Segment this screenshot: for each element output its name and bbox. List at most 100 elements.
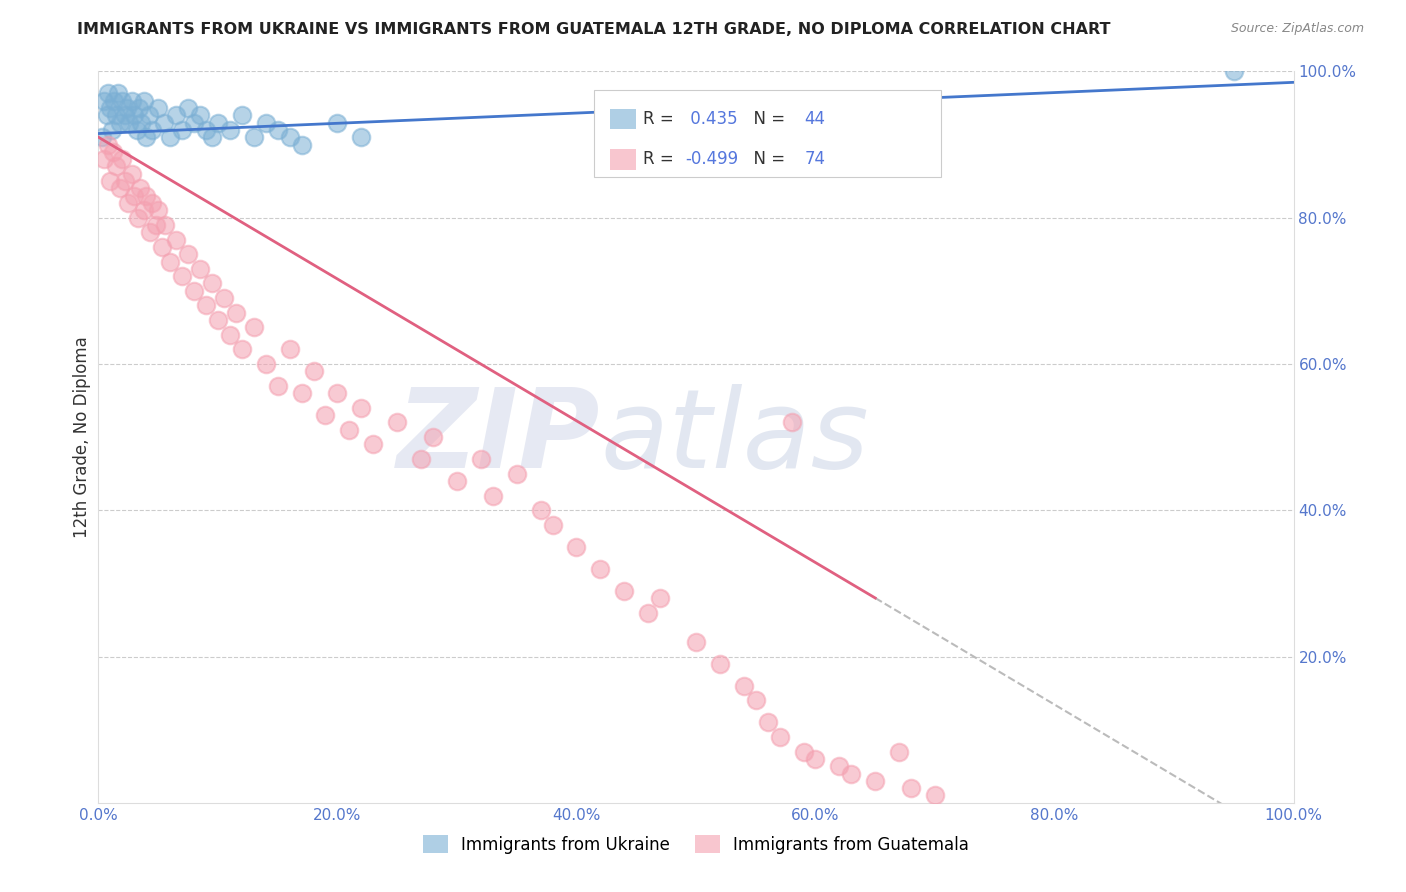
Point xyxy=(165,233,187,247)
Point xyxy=(138,108,160,122)
Point xyxy=(339,423,361,437)
Point xyxy=(769,730,792,744)
Point xyxy=(177,247,200,261)
Point xyxy=(132,203,155,218)
Point xyxy=(363,437,385,451)
Point xyxy=(195,298,218,312)
Point xyxy=(96,108,118,122)
Point xyxy=(139,225,162,239)
Point xyxy=(422,430,444,444)
Point xyxy=(231,108,253,122)
Point xyxy=(125,123,148,137)
Point xyxy=(350,401,373,415)
Point xyxy=(243,130,266,145)
Point xyxy=(201,130,224,145)
Bar xyxy=(610,109,637,129)
Text: -0.499: -0.499 xyxy=(685,150,738,169)
Text: Source: ZipAtlas.com: Source: ZipAtlas.com xyxy=(1230,22,1364,36)
Text: N =: N = xyxy=(742,110,790,128)
Point xyxy=(128,101,150,115)
Point xyxy=(148,101,170,115)
Point xyxy=(315,408,337,422)
Point xyxy=(97,87,120,101)
Point xyxy=(212,291,235,305)
Text: 74: 74 xyxy=(804,150,825,169)
Point xyxy=(159,254,181,268)
Point xyxy=(111,152,134,166)
Point xyxy=(267,123,290,137)
Point xyxy=(589,562,612,576)
Point xyxy=(135,188,157,202)
Point xyxy=(278,343,301,357)
Point xyxy=(482,489,505,503)
Point xyxy=(201,277,224,291)
Point xyxy=(565,540,588,554)
Text: R =: R = xyxy=(644,110,679,128)
Point xyxy=(231,343,253,357)
Point xyxy=(195,123,218,137)
Point xyxy=(103,94,125,108)
Point xyxy=(446,474,468,488)
Text: 0.435: 0.435 xyxy=(685,110,738,128)
Legend: Immigrants from Ukraine, Immigrants from Guatemala: Immigrants from Ukraine, Immigrants from… xyxy=(416,829,976,860)
Point xyxy=(108,181,131,195)
Point xyxy=(145,218,167,232)
Point xyxy=(97,137,120,152)
Point xyxy=(91,130,114,145)
Point xyxy=(183,115,205,129)
Point xyxy=(207,313,229,327)
Point xyxy=(804,752,827,766)
Text: atlas: atlas xyxy=(600,384,869,491)
Point xyxy=(124,188,146,202)
Point xyxy=(745,693,768,707)
Point xyxy=(114,108,136,122)
Point xyxy=(177,101,200,115)
Point xyxy=(172,123,194,137)
Text: ZIP: ZIP xyxy=(396,384,600,491)
Point xyxy=(637,606,659,620)
Point xyxy=(254,357,277,371)
Y-axis label: 12th Grade, No Diploma: 12th Grade, No Diploma xyxy=(73,336,91,538)
Point xyxy=(111,94,134,108)
Text: R =: R = xyxy=(644,150,679,169)
Text: N =: N = xyxy=(742,150,790,169)
Point xyxy=(165,108,187,122)
Point xyxy=(219,327,242,342)
Point xyxy=(150,240,173,254)
Point xyxy=(101,145,124,159)
Point xyxy=(153,115,176,129)
Point xyxy=(131,115,153,129)
Point xyxy=(506,467,529,481)
Text: 44: 44 xyxy=(804,110,825,128)
Point xyxy=(114,174,136,188)
Point xyxy=(105,160,128,174)
Point xyxy=(98,101,122,115)
Point xyxy=(385,416,409,430)
Point xyxy=(793,745,815,759)
Point xyxy=(865,773,887,788)
Point xyxy=(900,781,922,796)
Point xyxy=(172,269,194,284)
Point xyxy=(709,657,731,671)
Point xyxy=(780,416,803,430)
Point xyxy=(828,759,851,773)
Point xyxy=(225,306,247,320)
Point xyxy=(135,130,157,145)
Point xyxy=(756,715,779,730)
Point xyxy=(155,218,177,232)
Point xyxy=(411,452,433,467)
Point xyxy=(302,364,325,378)
Point xyxy=(267,379,290,393)
Point xyxy=(107,87,129,101)
Point xyxy=(254,115,277,129)
Point xyxy=(841,766,863,780)
Point xyxy=(132,94,155,108)
Point xyxy=(115,101,138,115)
Point xyxy=(207,115,229,129)
Point xyxy=(188,108,211,122)
Point xyxy=(188,261,211,276)
Point xyxy=(108,115,131,129)
Point xyxy=(530,503,553,517)
Point xyxy=(685,635,707,649)
Point xyxy=(121,94,143,108)
